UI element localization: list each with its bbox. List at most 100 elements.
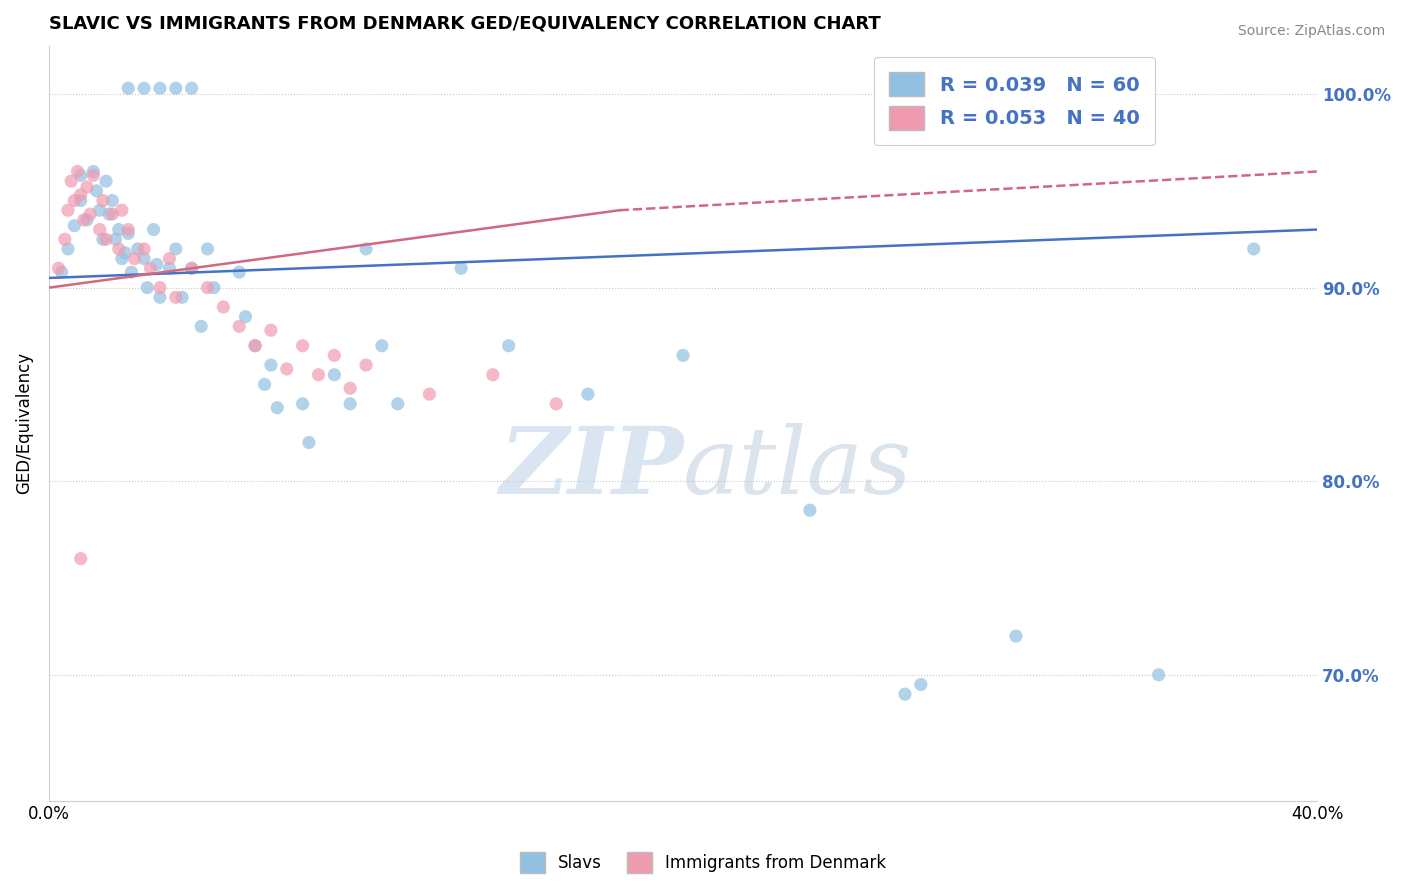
Point: [260, 323, 283, 337]
Point: [339, 397, 361, 411]
Point: [56, 203, 79, 218]
Point: [276, 362, 298, 376]
Point: [1005, 629, 1028, 643]
Point: [149, 81, 172, 95]
Point: [136, 280, 159, 294]
Point: [243, 339, 266, 353]
Point: [235, 310, 257, 324]
Point: [482, 368, 505, 382]
Point: [180, 81, 202, 95]
Point: [243, 339, 266, 353]
Legend: R = 0.039   N = 60, R = 0.053   N = 40: R = 0.039 N = 60, R = 0.053 N = 40: [873, 57, 1156, 145]
Point: [69, 194, 91, 208]
Point: [48, 261, 70, 276]
Point: [418, 387, 440, 401]
Text: atlas: atlas: [683, 424, 912, 514]
Text: ZIP: ZIP: [499, 424, 683, 514]
Point: [107, 242, 129, 256]
Point: [212, 300, 235, 314]
Point: [101, 207, 124, 221]
Point: [307, 368, 329, 382]
Point: [291, 339, 314, 353]
Point: [120, 265, 142, 279]
Point: [1243, 242, 1265, 256]
Point: [94, 174, 117, 188]
Point: [117, 81, 139, 95]
Point: [82, 164, 104, 178]
Point: [159, 261, 181, 276]
Point: [132, 242, 155, 256]
Point: [323, 348, 346, 362]
Point: [69, 551, 91, 566]
Point: [132, 81, 155, 95]
Point: [910, 677, 932, 691]
Point: [298, 435, 321, 450]
Point: [165, 290, 187, 304]
Point: [799, 503, 821, 517]
Point: [89, 203, 111, 218]
Text: Source: ZipAtlas.com: Source: ZipAtlas.com: [1237, 24, 1385, 38]
Point: [63, 219, 86, 233]
Point: [98, 207, 121, 221]
Point: [894, 687, 917, 701]
Point: [73, 213, 96, 227]
Point: [180, 261, 202, 276]
Point: [672, 348, 695, 362]
Point: [94, 232, 117, 246]
Point: [76, 213, 98, 227]
Point: [228, 319, 250, 334]
Point: [253, 377, 276, 392]
Point: [387, 397, 409, 411]
Point: [124, 252, 146, 266]
Point: [60, 174, 83, 188]
Point: [165, 81, 187, 95]
Point: [139, 261, 162, 276]
Point: [323, 368, 346, 382]
Point: [91, 194, 114, 208]
Point: [159, 252, 181, 266]
Point: [63, 194, 86, 208]
Point: [450, 261, 472, 276]
Point: [546, 397, 568, 411]
Legend: Slavs, Immigrants from Denmark: Slavs, Immigrants from Denmark: [513, 846, 893, 880]
Point: [165, 242, 187, 256]
Point: [89, 222, 111, 236]
Point: [111, 203, 134, 218]
Point: [291, 397, 314, 411]
Point: [202, 280, 225, 294]
Point: [69, 169, 91, 183]
Point: [117, 222, 139, 236]
Point: [142, 222, 165, 236]
Point: [260, 358, 283, 372]
Point: [69, 187, 91, 202]
Point: [132, 252, 155, 266]
Point: [51, 265, 73, 279]
Point: [53, 232, 76, 246]
Point: [56, 242, 79, 256]
Point: [197, 280, 219, 294]
Point: [114, 245, 136, 260]
Point: [104, 232, 127, 246]
Point: [117, 227, 139, 241]
Point: [145, 257, 167, 271]
Point: [82, 169, 104, 183]
Text: SLAVIC VS IMMIGRANTS FROM DENMARK GED/EQUIVALENCY CORRELATION CHART: SLAVIC VS IMMIGRANTS FROM DENMARK GED/EQ…: [49, 15, 880, 33]
Point: [91, 232, 114, 246]
Point: [354, 358, 377, 372]
Point: [111, 252, 134, 266]
Point: [79, 207, 101, 221]
Point: [101, 194, 124, 208]
Point: [107, 222, 129, 236]
Point: [1147, 667, 1170, 681]
Point: [190, 319, 212, 334]
Point: [66, 164, 89, 178]
Point: [228, 265, 250, 279]
Point: [180, 261, 202, 276]
Point: [266, 401, 288, 415]
Point: [149, 290, 172, 304]
Y-axis label: GED/Equivalency: GED/Equivalency: [15, 352, 32, 494]
Point: [371, 339, 394, 353]
Point: [576, 387, 599, 401]
Point: [339, 381, 361, 395]
Point: [149, 280, 172, 294]
